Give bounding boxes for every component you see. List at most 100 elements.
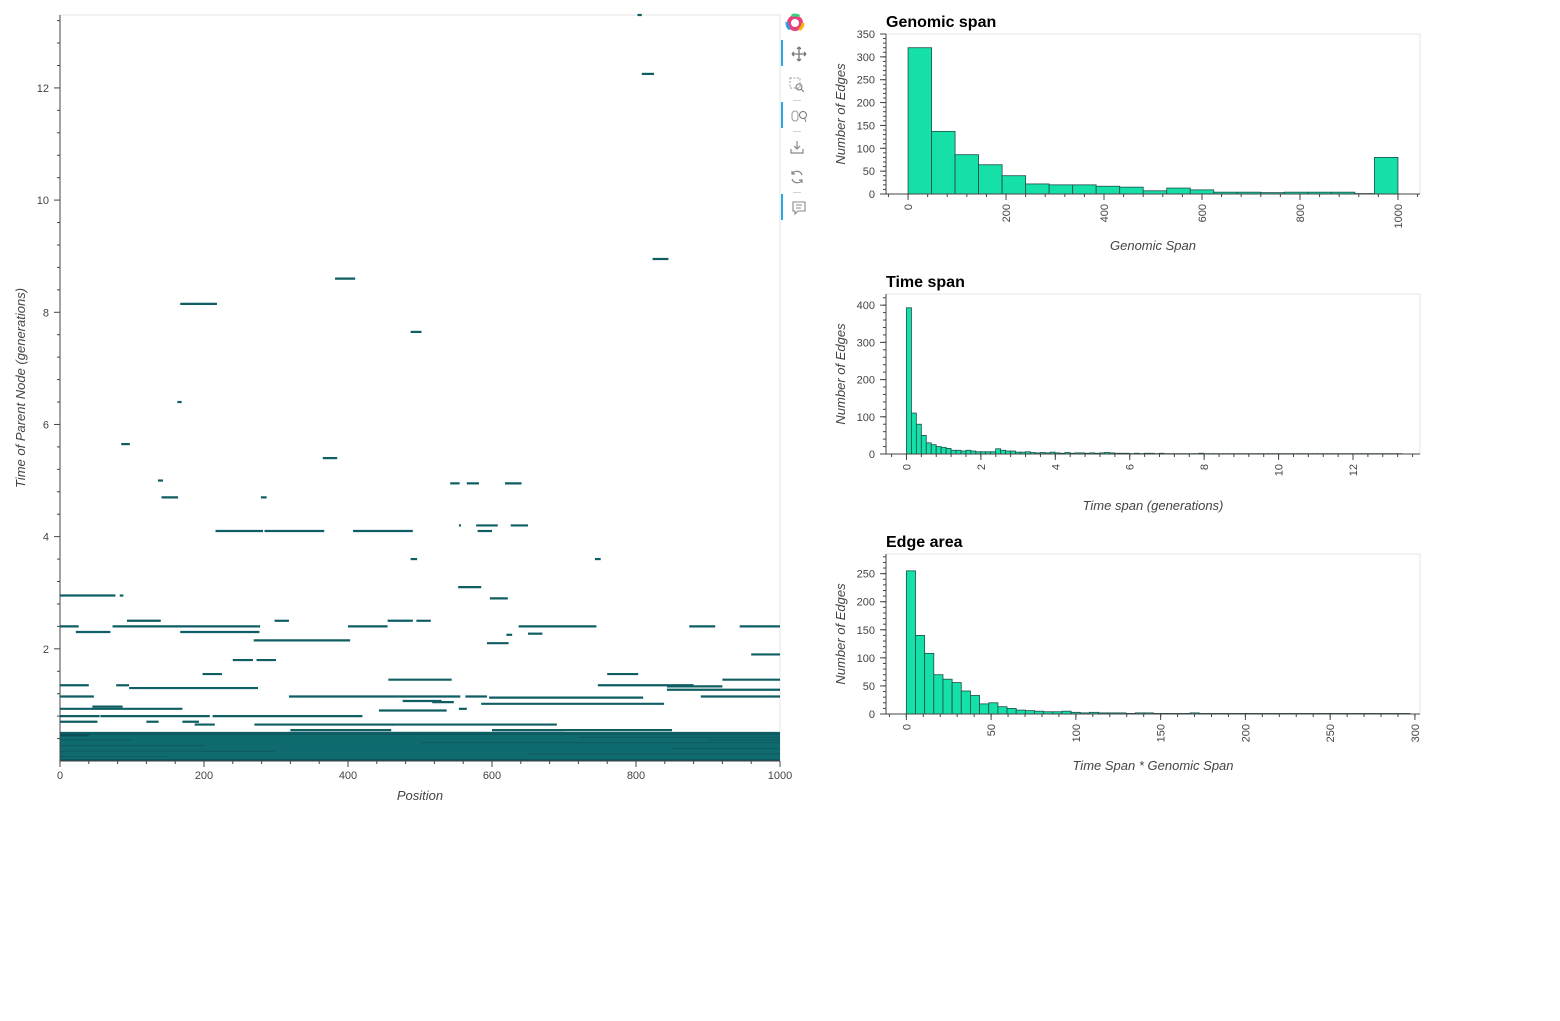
y-tick-label: 250	[857, 569, 875, 581]
histogram-bar[interactable]	[965, 449, 972, 455]
x-tick-label: 400	[1099, 204, 1111, 222]
hover-tool-button[interactable]	[781, 194, 811, 220]
genomic-span-histogram[interactable]: Genomic span 0 200 400 600 800 1000 0 50 100 150 20…	[830, 8, 1430, 268]
y-tick-label: 6	[43, 419, 49, 431]
histogram-bar[interactable]	[911, 412, 917, 455]
y-axis-label: Time of Parent Node (generations)	[13, 288, 28, 488]
x-tick-label: 10	[1274, 464, 1286, 476]
reset-tool-button[interactable]	[781, 163, 811, 189]
histogram-bar[interactable]	[1072, 184, 1097, 195]
histogram-bar[interactable]	[960, 690, 971, 715]
x-tick-label: 800	[627, 770, 645, 782]
histogram-bar[interactable]	[988, 702, 999, 715]
toolbar-divider	[793, 131, 801, 132]
histogram-bar[interactable]	[1001, 175, 1027, 195]
y-tick-label: 200	[857, 597, 875, 609]
time-span-histogram[interactable]: Time span 0 2 4 6 8 10 12 0 100 200 300 400 Time span…	[830, 268, 1430, 528]
x-tick-label: 0	[901, 464, 913, 470]
histogram-bar[interactable]	[924, 652, 935, 715]
save-tool-button[interactable]	[781, 133, 811, 159]
pan-tool-button[interactable]	[781, 40, 811, 66]
y-tick-label: 150	[857, 120, 875, 132]
y-tick-label: 8	[43, 307, 49, 319]
y-tick-label: 100	[857, 653, 875, 665]
histogram-bar[interactable]	[1006, 707, 1017, 715]
x-tick-label: 600	[1197, 204, 1209, 222]
x-tick-label: 300	[1410, 724, 1422, 742]
box-zoom-tool-button[interactable]	[781, 71, 811, 97]
x-axis-label: Time Span * Genomic Span	[1072, 758, 1233, 773]
box-zoom-icon	[789, 77, 805, 93]
histogram-bar[interactable]	[1166, 187, 1191, 195]
x-axis-label: Position	[397, 788, 443, 803]
y-tick-label: 250	[857, 75, 875, 87]
histogram-bar[interactable]	[1015, 709, 1026, 715]
histogram-bar[interactable]	[907, 47, 932, 195]
y-axis-label: Number of Edges	[833, 323, 848, 425]
y-tick-label: 50	[863, 166, 875, 178]
bokeh-logo-icon	[781, 12, 811, 38]
y-tick-label: 100	[857, 412, 875, 424]
histogram-bar[interactable]	[978, 164, 1003, 195]
histogram-bar[interactable]	[933, 674, 944, 715]
histogram-bar[interactable]	[935, 446, 942, 455]
histogram-bar[interactable]	[1119, 186, 1144, 195]
wheel-zoom-icon	[791, 110, 807, 123]
histogram-bar[interactable]	[906, 307, 912, 455]
y-tick-label: 400	[857, 300, 875, 312]
histogram-bar[interactable]	[1000, 449, 1006, 455]
histogram-bar[interactable]	[1024, 710, 1035, 715]
edge-plot[interactable]: 0 200 400 600 800 1000 2 4 6 8 10 12 Position Time of…	[0, 0, 820, 820]
x-tick-label: 1000	[1393, 204, 1405, 228]
histogram-bar[interactable]	[1025, 183, 1050, 195]
wheel-zoom-tool-button[interactable]	[781, 102, 811, 128]
y-axis-label: Number of Edges	[833, 63, 848, 165]
histogram-bar[interactable]	[1374, 157, 1399, 195]
histogram-bar[interactable]	[1189, 189, 1215, 195]
y-tick-label: 300	[857, 337, 875, 349]
histogram-bar[interactable]	[954, 154, 979, 195]
y-tick-label: 10	[37, 195, 49, 207]
x-tick-label: 200	[195, 770, 213, 782]
x-tick-label: 250	[1325, 724, 1337, 742]
histogram-bar[interactable]	[950, 449, 957, 455]
y-tick-label: 0	[869, 449, 875, 461]
histogram-bar[interactable]	[915, 423, 922, 455]
histogram-bar[interactable]	[905, 570, 916, 715]
histogram-bar[interactable]	[930, 444, 937, 455]
x-tick-label: 2	[976, 464, 988, 470]
x-tick-label: 600	[483, 770, 501, 782]
plot-frame	[885, 293, 1421, 455]
y-tick-label: 200	[857, 375, 875, 387]
histogram-bar[interactable]	[925, 442, 932, 455]
histogram-bar[interactable]	[931, 130, 956, 195]
histogram-bar[interactable]	[942, 678, 953, 715]
histogram-bar[interactable]	[1095, 185, 1121, 195]
histogram-bar[interactable]	[997, 706, 1008, 715]
edge-area-histogram[interactable]: Edge area 0 50 100 150 200 250 300 0 50 100 150 200 2…	[830, 528, 1430, 788]
y-tick-label: 0	[869, 189, 875, 201]
x-axis-label: Time span (generations)	[1083, 498, 1224, 513]
chart-title: Edge area	[886, 534, 963, 551]
x-axis-label: Genomic Span	[1110, 238, 1196, 253]
histogram-bar[interactable]	[951, 682, 962, 715]
histogram-bar[interactable]	[955, 449, 962, 455]
histogram-bar[interactable]	[970, 695, 980, 715]
x-tick-label: 0	[903, 204, 915, 210]
histogram-bar[interactable]	[979, 703, 990, 715]
x-tick-label: 200	[1001, 204, 1013, 222]
histogram-bar[interactable]	[995, 448, 1001, 455]
x-tick-label: 200	[1240, 724, 1252, 742]
toolbar-divider	[793, 100, 801, 101]
histogram-bar[interactable]	[920, 434, 927, 455]
chart-title: Time span	[886, 274, 965, 291]
x-tick-label: 0	[901, 724, 913, 730]
histogram-bar[interactable]	[940, 446, 947, 455]
histogram-bar[interactable]	[915, 635, 926, 715]
histogram-bar[interactable]	[1048, 184, 1074, 195]
histogram-bar[interactable]	[945, 448, 952, 455]
y-tick-label: 2	[43, 644, 49, 656]
reset-icon	[791, 170, 803, 184]
pan-icon	[791, 46, 807, 62]
